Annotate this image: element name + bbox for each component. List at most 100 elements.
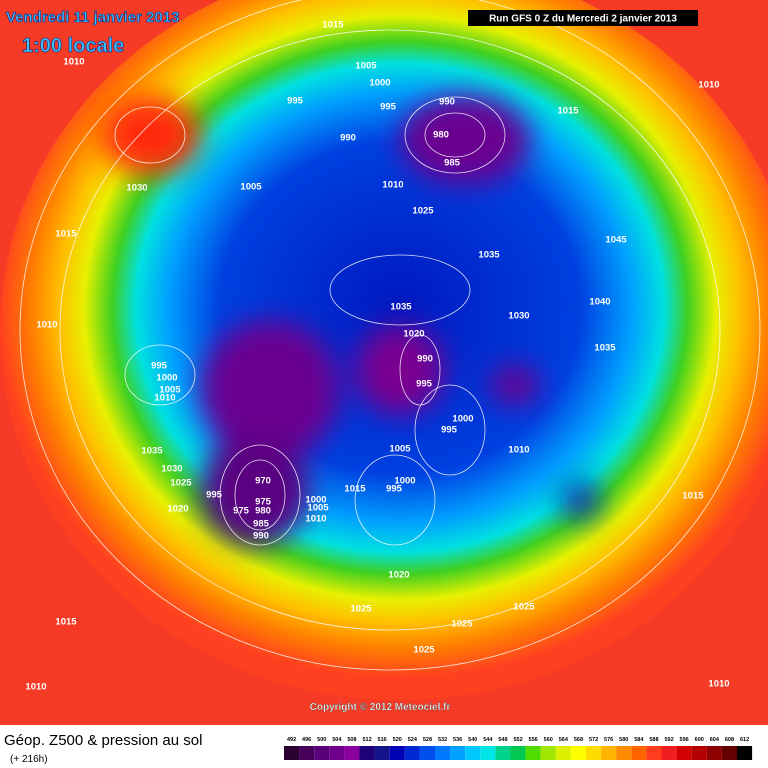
legend-swatch (737, 746, 753, 760)
legend-swatch (616, 746, 632, 760)
isobar-label: 990 (417, 354, 433, 365)
isobar-label: 1010 (708, 679, 729, 690)
isobar-label: 995 (287, 96, 304, 107)
legend-swatch (540, 746, 556, 760)
legend-label: 524 (408, 737, 418, 743)
isobar-label: 995 (441, 425, 458, 436)
low-center (200, 320, 340, 460)
legend-swatch (359, 746, 375, 760)
run-box (468, 10, 698, 26)
low-center (490, 365, 540, 405)
isobar-label: 1000 (452, 414, 473, 425)
isobar-label: 995 (206, 490, 223, 501)
date-label: Vendredi 11 janvier 2013 (6, 9, 179, 26)
isobar-label: 970 (255, 476, 271, 487)
isobar-label: 995 (151, 361, 168, 372)
isobar-label: 1020 (167, 504, 188, 515)
legend-label: 532 (438, 737, 447, 743)
legend-swatch (299, 746, 315, 760)
legend-label: 588 (649, 737, 658, 743)
isobar-label: 990 (253, 531, 269, 542)
legend-swatch (284, 746, 300, 760)
legend-label: 608 (725, 737, 734, 743)
isobar-label: 1015 (682, 491, 704, 502)
legend-swatch (480, 746, 496, 760)
legend-label: 496 (302, 737, 311, 743)
legend-label: 552 (513, 737, 522, 743)
isobar-label: 985 (253, 519, 270, 530)
isobar-label: 1005 (355, 61, 377, 72)
isobar-label: 1025 (513, 602, 535, 613)
isobar-label: 1020 (388, 570, 409, 581)
legend-swatch (435, 746, 451, 760)
low-center (400, 95, 530, 185)
legend-swatch (570, 746, 586, 760)
legend-swatch (706, 746, 722, 760)
legend-swatch (510, 746, 526, 760)
low-center (200, 435, 310, 545)
isobar-label: 975 (233, 506, 250, 517)
legend-label: 568 (574, 737, 583, 743)
low-centers (100, 95, 600, 545)
legend-label: 572 (589, 737, 598, 743)
isobar-label: 1000 (156, 373, 177, 384)
legend-swatch (586, 746, 602, 760)
run-label: Run GFS 0 Z du Mercredi 2 janvier 2013 (489, 14, 677, 25)
legend-label: 556 (529, 737, 538, 743)
isobars (19, 0, 761, 671)
isobar-label: 1010 (25, 682, 46, 693)
isobar-label: 1030 (161, 464, 182, 475)
low-center (560, 480, 600, 520)
isobar-label: 1025 (451, 619, 473, 630)
isobar-label: 1015 (55, 229, 77, 240)
legend-swatch (555, 746, 571, 760)
isobar-label: 1025 (412, 206, 434, 217)
isobar-label: 1005 (307, 503, 329, 514)
isobar-label: 1015 (344, 484, 366, 495)
isobar-label: 1005 (159, 385, 181, 396)
legend-swatch (691, 746, 707, 760)
legend-swatch (404, 746, 420, 760)
legend-label: 500 (317, 737, 326, 743)
isobar-label: 1020 (403, 329, 424, 340)
isobar-label: 1005 (389, 444, 411, 455)
footer-title: Géop. Z500 & pression au sol (4, 732, 202, 749)
isobar-label: 1000 (305, 495, 326, 506)
legend-label: 580 (619, 737, 628, 743)
legend-swatch (450, 746, 466, 760)
legend-swatch (419, 746, 435, 760)
legend-label: 508 (347, 737, 356, 743)
isobar-label: 1000 (394, 476, 415, 487)
isobar-label: 1010 (382, 180, 403, 191)
isobar-label: 1045 (605, 235, 627, 246)
legend-swatch (721, 746, 737, 760)
legend-label: 544 (483, 737, 493, 743)
legend-swatch (495, 746, 511, 760)
legend-swatch (329, 746, 345, 760)
isobar-label: 1010 (508, 445, 529, 456)
isobar-label: 1040 (589, 297, 610, 308)
isobar-label: 975 (255, 497, 272, 508)
isobar-label: 995 (416, 379, 433, 390)
legend-swatch (676, 746, 692, 760)
legend-swatch (661, 746, 677, 760)
legend-label: 504 (332, 737, 342, 743)
isobar-label: 1015 (322, 20, 344, 31)
legend-label: 516 (378, 737, 387, 743)
isobar-label: 1025 (413, 645, 435, 656)
legend-label: 520 (393, 737, 402, 743)
legend-label: 564 (559, 737, 569, 743)
isobar-label: 980 (255, 506, 271, 517)
isobar-label: 1035 (390, 302, 412, 313)
isobar-label: 1035 (478, 250, 500, 261)
isobar-label: 1030 (508, 311, 529, 322)
isobar-label: 1010 (154, 393, 175, 404)
isobar-label: 1005 (240, 182, 262, 193)
legend-label: 576 (604, 737, 613, 743)
legend-swatch (344, 746, 360, 760)
legend-swatch (646, 746, 662, 760)
isobar-label: 995 (380, 102, 397, 113)
